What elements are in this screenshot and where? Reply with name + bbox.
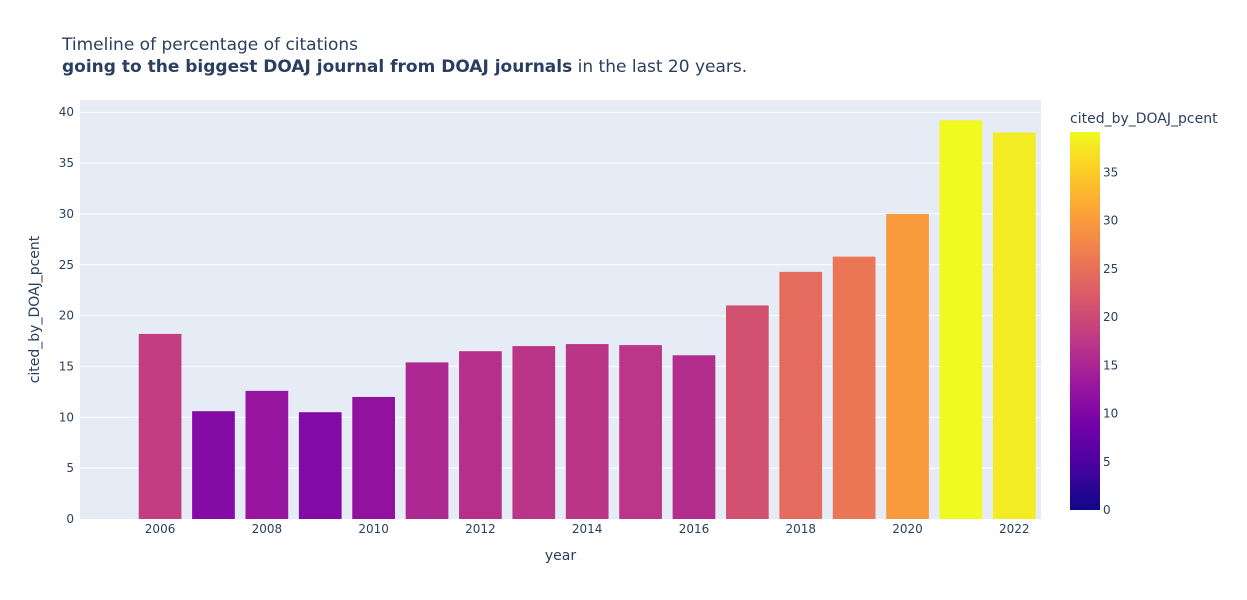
bar-2022 bbox=[992, 132, 1036, 519]
bar-2006 bbox=[138, 333, 182, 519]
bar-2013 bbox=[512, 346, 556, 519]
chart-title-line2: going to the biggest DOAJ journal from D… bbox=[62, 56, 747, 78]
colorbar-tick-label: 35 bbox=[1103, 166, 1118, 180]
y-tick-label: 25 bbox=[59, 258, 74, 272]
x-tick-label: 2014 bbox=[572, 522, 603, 536]
x-tick-label: 2018 bbox=[785, 522, 816, 536]
bar-2007 bbox=[192, 411, 235, 519]
colorbar-tick-label: 25 bbox=[1103, 262, 1118, 276]
y-tick-labels: 0 5 10 15 20 25 30 35 40 bbox=[59, 105, 74, 526]
x-tick-label: 2020 bbox=[892, 522, 923, 536]
chart-title-bold: going to the biggest DOAJ journal from D… bbox=[62, 57, 573, 77]
x-tick-label: 2012 bbox=[465, 522, 496, 536]
y-tick-label: 5 bbox=[66, 461, 74, 475]
y-tick-label: 15 bbox=[59, 359, 74, 373]
x-tick-label: 2010 bbox=[358, 522, 389, 536]
x-tick-label: 2006 bbox=[145, 522, 176, 536]
bar-2009 bbox=[298, 412, 342, 519]
y-tick-label: 40 bbox=[59, 105, 74, 119]
bar-2010 bbox=[352, 396, 395, 519]
bar-2012 bbox=[459, 351, 502, 519]
colorbar-tick-label: 20 bbox=[1103, 310, 1118, 324]
bar-2017 bbox=[726, 305, 769, 519]
chart-title-rest: in the last 20 years. bbox=[572, 57, 748, 77]
colorbar-title: cited_by_DOAJ_pcent bbox=[1070, 111, 1218, 127]
colorbar-tick-label: 0 bbox=[1103, 503, 1111, 517]
colorbar-tick-label: 10 bbox=[1103, 407, 1118, 421]
bars bbox=[138, 120, 1036, 520]
bar-2020 bbox=[886, 213, 929, 520]
y-tick-label: 30 bbox=[59, 207, 74, 221]
y-tick-label: 20 bbox=[59, 309, 74, 323]
y-tick-label: 35 bbox=[59, 156, 74, 170]
x-axis-label: year bbox=[545, 548, 576, 564]
colorbar-tick-labels: 0 5 10 15 20 25 30 35 bbox=[1103, 166, 1118, 518]
colorbar-tick-label: 30 bbox=[1103, 214, 1118, 228]
bar-2011 bbox=[405, 362, 449, 519]
gridlines bbox=[80, 111, 1041, 469]
y-axis-label: cited_by_DOAJ_pcent bbox=[27, 235, 43, 383]
colorbar-tick-label: 15 bbox=[1103, 358, 1118, 372]
bar-2018 bbox=[779, 271, 823, 519]
bar-2019 bbox=[832, 256, 876, 519]
x-tick-label: 2022 bbox=[999, 522, 1030, 536]
bar-2015 bbox=[619, 345, 662, 519]
y-tick-label: 0 bbox=[66, 512, 74, 526]
bar-2008 bbox=[245, 390, 289, 519]
x-tick-label: 2016 bbox=[679, 522, 710, 536]
plot-area bbox=[80, 100, 1041, 519]
colorbar-tick-label: 5 bbox=[1103, 455, 1111, 469]
y-tick-label: 10 bbox=[59, 410, 74, 424]
colorbar bbox=[1070, 132, 1100, 510]
chart-title: Timeline of percentage of citations goin… bbox=[62, 34, 747, 78]
bar-2014 bbox=[565, 344, 609, 519]
x-tick-label: 2008 bbox=[252, 522, 283, 536]
bar-2021 bbox=[939, 120, 983, 519]
x-tick-labels: 2006 2008 2010 2012 2014 2016 2018 2020 2022 bbox=[145, 522, 1030, 536]
chart-title-line1: Timeline of percentage of citations bbox=[62, 35, 359, 55]
bar-2016 bbox=[672, 355, 716, 519]
